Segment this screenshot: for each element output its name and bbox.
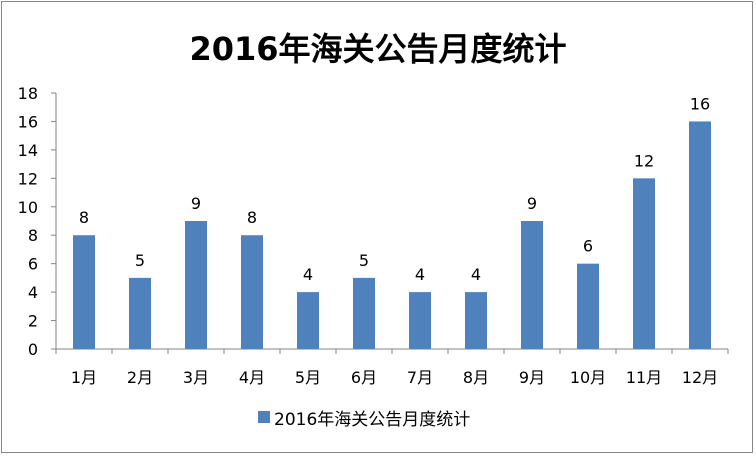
data-label: 4 <box>415 265 425 284</box>
bar <box>409 292 431 349</box>
x-tick-label: 6月 <box>351 368 377 387</box>
x-tick-label: 1月 <box>71 368 97 387</box>
legend-label: 2016年海关公告月度统计 <box>274 409 471 430</box>
bar <box>521 221 543 349</box>
y-tick-label: 12 <box>18 169 38 188</box>
data-label: 6 <box>583 237 593 256</box>
x-tick-label: 11月 <box>626 368 662 387</box>
x-tick-label: 12月 <box>682 368 718 387</box>
x-tick-label: 3月 <box>183 368 209 387</box>
data-label: 9 <box>527 194 537 213</box>
legend: 2016年海关公告月度统计 <box>258 406 471 430</box>
data-label: 4 <box>471 265 481 284</box>
bar <box>689 121 711 349</box>
bar <box>577 263 599 349</box>
data-label: 8 <box>247 208 257 227</box>
data-label: 12 <box>634 151 654 170</box>
y-tick-label: 6 <box>28 255 38 274</box>
x-tick-label: 5月 <box>295 368 321 387</box>
x-tick-label: 10月 <box>570 368 606 387</box>
bar <box>73 235 95 349</box>
y-tick-label: 2 <box>28 312 38 331</box>
x-tick-label: 9月 <box>519 368 545 387</box>
data-label: 5 <box>359 251 369 270</box>
data-label: 5 <box>135 251 145 270</box>
legend-swatch <box>258 411 270 423</box>
data-label: 9 <box>191 194 201 213</box>
bar <box>185 221 207 349</box>
y-tick-label: 18 <box>18 84 38 103</box>
x-tick-label: 2月 <box>127 368 153 387</box>
bar <box>633 178 655 349</box>
x-tick-label: 4月 <box>239 368 265 387</box>
bar <box>297 292 319 349</box>
bar <box>129 277 151 349</box>
y-tick-label: 10 <box>18 198 38 217</box>
y-tick-label: 8 <box>28 226 38 245</box>
y-tick-label: 14 <box>18 141 38 160</box>
y-tick-label: 16 <box>18 112 38 131</box>
x-tick-label: 7月 <box>407 368 433 387</box>
data-label: 16 <box>690 94 710 113</box>
y-tick-label: 0 <box>28 340 38 359</box>
data-label: 4 <box>303 265 313 284</box>
bar <box>241 235 263 349</box>
data-label: 8 <box>79 208 89 227</box>
bar <box>465 292 487 349</box>
x-tick-label: 8月 <box>463 368 489 387</box>
chart-title: 2016年海关公告月度统计 <box>189 30 567 68</box>
y-tick-label: 4 <box>28 283 38 302</box>
bar <box>353 277 375 349</box>
